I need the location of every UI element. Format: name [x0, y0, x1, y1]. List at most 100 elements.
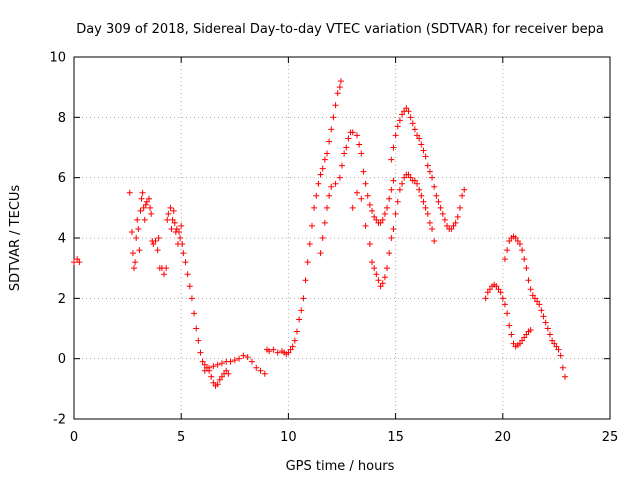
data-point	[137, 207, 144, 214]
data-point	[437, 204, 444, 211]
data-point	[136, 247, 143, 254]
data-point	[208, 373, 215, 380]
data-point	[231, 357, 238, 364]
data-point	[197, 349, 204, 356]
data-point	[131, 265, 138, 272]
data-point	[506, 322, 513, 329]
data-point	[74, 256, 81, 263]
data-point	[270, 346, 277, 353]
data-point	[536, 301, 543, 308]
y-tick-label: 10	[49, 51, 66, 66]
data-point	[302, 277, 309, 284]
data-point	[420, 147, 427, 154]
data-point	[356, 141, 363, 148]
data-point	[414, 132, 421, 139]
x-axis: 0 5 10 15 20 25	[70, 57, 618, 445]
data-point	[170, 207, 177, 214]
data-point	[373, 271, 380, 278]
data-point	[135, 225, 142, 232]
data-point	[147, 204, 154, 211]
data-point	[184, 271, 191, 278]
data-point	[349, 129, 356, 136]
x-tick-label: 15	[387, 430, 404, 445]
data-point	[386, 250, 393, 257]
y-tick-label: 6	[58, 171, 66, 186]
data-point	[191, 310, 198, 317]
data-point	[516, 340, 523, 347]
data-point	[379, 216, 386, 223]
data-point	[182, 259, 189, 266]
data-point	[343, 144, 350, 151]
data-point	[155, 235, 162, 241]
data-point	[128, 228, 135, 235]
data-point	[414, 180, 421, 187]
data-point	[291, 337, 298, 344]
data-point	[394, 123, 401, 130]
data-point	[411, 126, 418, 133]
data-point	[345, 135, 352, 142]
data-point	[381, 274, 388, 281]
data-point	[240, 352, 247, 359]
data-point	[337, 78, 344, 85]
data-point	[390, 177, 397, 184]
x-tick-label: 20	[495, 430, 512, 445]
data-point	[388, 235, 395, 241]
data-point	[429, 174, 436, 181]
data-point	[416, 186, 423, 193]
data-point	[165, 210, 172, 217]
data-point	[308, 222, 315, 229]
data-point	[450, 222, 457, 229]
data-point	[433, 192, 440, 199]
data-point	[304, 259, 311, 266]
data-point	[371, 265, 378, 272]
data-point	[375, 277, 382, 284]
data-point	[140, 204, 147, 211]
data-point	[561, 373, 568, 380]
data-point	[336, 174, 343, 181]
data-point	[401, 174, 408, 181]
data-point	[143, 198, 150, 205]
data-point	[163, 265, 170, 272]
data-point	[287, 346, 294, 353]
data-point	[538, 307, 545, 314]
data-point	[523, 265, 530, 272]
x-tick-label: 5	[177, 430, 185, 445]
chart-title: Day 309 of 2018, Sidereal Day-to-day VTE…	[76, 22, 604, 37]
data-point	[315, 180, 322, 187]
data-point	[274, 349, 281, 356]
y-axis: -2 0 2 4 6 8 10	[49, 51, 610, 428]
data-point	[431, 183, 438, 190]
data-point	[407, 114, 414, 121]
data-point	[519, 337, 526, 344]
data-point	[164, 216, 171, 223]
data-point	[138, 195, 145, 202]
data-point	[71, 259, 77, 266]
data-point	[336, 84, 343, 91]
data-point	[540, 313, 547, 320]
data-point	[323, 150, 330, 157]
data-point	[328, 183, 335, 190]
data-point	[422, 153, 429, 160]
data-point	[328, 126, 335, 133]
data-point	[418, 141, 425, 148]
data-point	[236, 355, 243, 362]
y-tick-label: -2	[53, 413, 66, 428]
data-point	[300, 295, 307, 302]
data-point	[519, 247, 526, 254]
data-point	[493, 283, 500, 290]
data-point	[362, 180, 369, 187]
data-point	[199, 358, 206, 365]
data-point	[216, 376, 223, 383]
data-point	[321, 156, 328, 163]
data-point	[416, 135, 423, 142]
data-point	[388, 186, 395, 193]
data-point	[173, 225, 180, 232]
data-point	[323, 204, 330, 211]
data-point	[377, 219, 384, 226]
data-point	[362, 222, 369, 229]
data-point	[332, 180, 339, 187]
data-point	[390, 144, 397, 151]
data-point	[148, 210, 155, 217]
data-point	[439, 210, 446, 217]
data-point	[411, 177, 418, 184]
